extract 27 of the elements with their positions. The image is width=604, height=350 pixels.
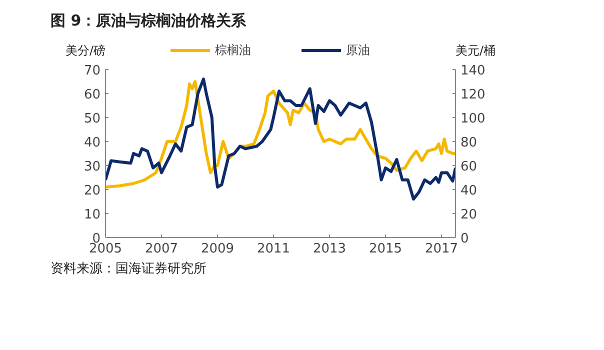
x-tick-label: 2007: [144, 242, 178, 256]
y-tick-label: 30: [84, 160, 101, 174]
legend-label: 棕榈油: [215, 42, 251, 58]
y2-tick-label: 140: [460, 64, 486, 78]
x-tick-label: 2011: [256, 242, 290, 256]
y2-tick-label: 100: [460, 112, 486, 126]
x-tick-label: 2013: [312, 242, 346, 256]
y2-axis-title: 美元/桶: [456, 44, 496, 58]
y2-tick-label: 20: [460, 208, 478, 222]
legend-label: 原油: [346, 42, 370, 58]
y2-tick-label: 0: [460, 232, 469, 246]
y-tick-label: 50: [84, 112, 101, 126]
y2-tick-label: 80: [460, 136, 478, 150]
y-tick-label: 20: [84, 184, 101, 198]
y2-tick-label: 40: [460, 184, 478, 198]
x-tick-label: 2009: [200, 242, 234, 256]
y-tick-label: 60: [84, 88, 101, 102]
chart-title: 图 9：原油与棕榈油价格关系: [50, 12, 248, 30]
y-axis-title: 美分/磅: [65, 44, 106, 58]
y-tick-label: 70: [84, 64, 101, 78]
text: 资料来源：国海证券研究所: [50, 262, 206, 276]
x-tick-label: 2015: [368, 242, 402, 256]
y2-tick-label: 120: [460, 88, 486, 102]
y-tick-label: 40: [84, 136, 101, 150]
y2-tick-label: 60: [460, 160, 478, 174]
y-tick-label: 10: [84, 208, 101, 222]
x-tick-label: 2017: [424, 242, 458, 256]
